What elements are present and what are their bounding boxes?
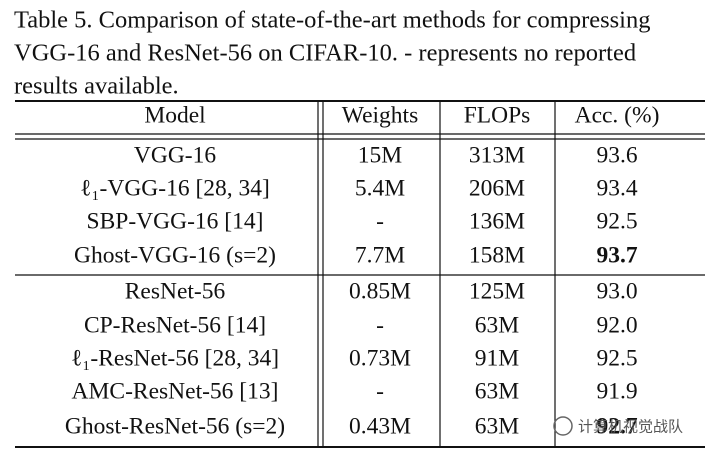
table-cell: 313M (469, 142, 525, 168)
table-cell: 0.73M (349, 345, 411, 371)
watermark: 计算机视觉战队 (553, 416, 683, 436)
table-cell: 63M (475, 378, 520, 404)
table-cell: 92.7 (596, 413, 637, 439)
watermark-text: 计算机视觉战队 (578, 418, 683, 436)
table-cell: ℓ₁-VGG-16 [28, 34] (80, 175, 270, 201)
caption-line: results available. (14, 73, 179, 100)
table-cell: 93.4 (596, 175, 637, 201)
table-cell: 93.7 (596, 242, 637, 268)
table-cell: 7.7M (355, 242, 405, 268)
table-cell: 92.5 (596, 208, 637, 234)
table-cell: Ghost-VGG-16 (s=2) (74, 242, 276, 268)
table-cell: 125M (469, 278, 525, 304)
table-cell: 92.5 (596, 345, 637, 371)
table-cell: 63M (475, 312, 520, 338)
table-cell: 136M (469, 208, 525, 234)
caption-line: VGG-16 and ResNet-56 on CIFAR-10. - repr… (14, 40, 636, 67)
table-cell: ℓ₁-ResNet-56 [28, 34] (71, 345, 279, 371)
table-cell: 92.0 (596, 312, 637, 338)
table-cell: SBP-VGG-16 [14] (87, 208, 264, 234)
table-cell: 93.6 (596, 142, 637, 168)
table-cell: 63M (475, 413, 520, 439)
header-cell: Model (144, 102, 206, 128)
table-rules (15, 100, 705, 448)
table-cell: - (376, 312, 384, 338)
table-cell: 206M (469, 175, 525, 201)
header-cell: Weights (342, 102, 418, 128)
table-cell: ResNet-56 (125, 278, 226, 304)
table-cell: 93.0 (596, 278, 637, 304)
table-cell: 15M (358, 142, 403, 168)
header-cell: Acc. (%) (575, 102, 660, 128)
table-cell: Ghost-ResNet-56 (s=2) (65, 413, 285, 439)
watermark-icon (553, 416, 573, 436)
table-cell: 91M (475, 345, 520, 371)
table-cell: - (376, 378, 384, 404)
table-cell: 91.9 (596, 378, 637, 404)
table-cell: VGG-16 (134, 142, 216, 168)
table-cell: 0.85M (349, 278, 411, 304)
caption-line: Table 5. Comparison of state-of-the-art … (14, 7, 650, 34)
table-cell: CP-ResNet-56 [14] (84, 312, 266, 338)
table-cell: 158M (469, 242, 525, 268)
table-cell: - (376, 208, 384, 234)
header-cell: FLOPs (464, 102, 531, 128)
table-cell: 5.4M (355, 175, 405, 201)
table-cell: AMC-ResNet-56 [13] (72, 378, 279, 404)
table-cell: 0.43M (349, 413, 411, 439)
